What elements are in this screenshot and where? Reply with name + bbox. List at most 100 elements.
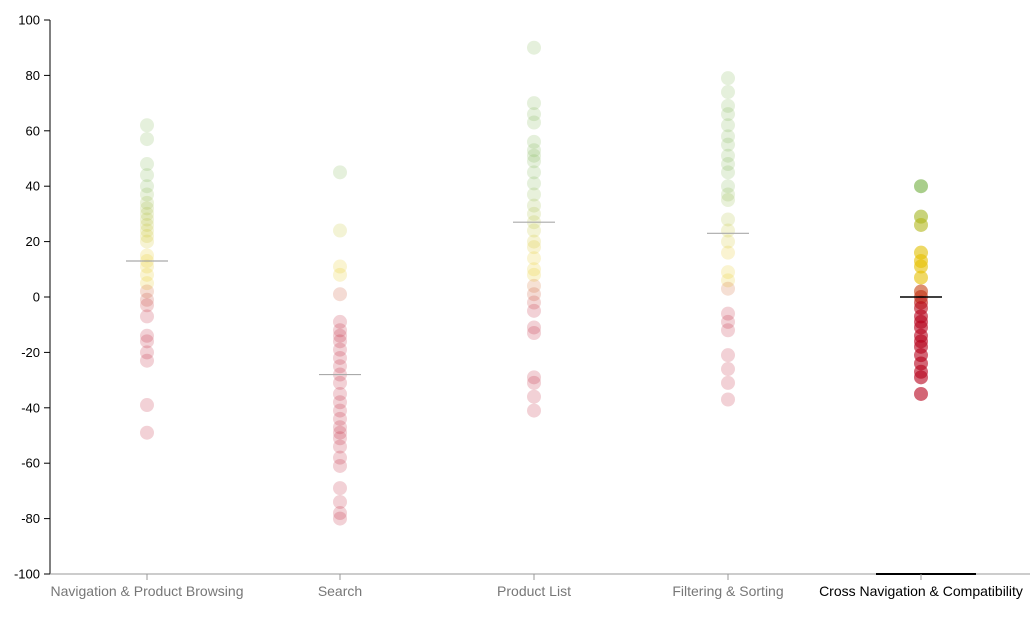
data-point[interactable] xyxy=(527,143,541,158)
data-point[interactable] xyxy=(333,420,347,435)
category-label[interactable]: Product List xyxy=(497,583,571,599)
data-point[interactable] xyxy=(140,298,154,313)
data-point[interactable] xyxy=(914,386,928,401)
data-point[interactable] xyxy=(333,425,347,440)
data-point[interactable] xyxy=(527,267,541,282)
data-point[interactable] xyxy=(527,278,541,293)
data-point[interactable] xyxy=(721,314,735,329)
data-point[interactable] xyxy=(140,345,154,360)
data-point[interactable] xyxy=(333,328,347,343)
data-point[interactable] xyxy=(527,375,541,390)
data-point[interactable] xyxy=(333,450,347,465)
data-point[interactable] xyxy=(333,395,347,410)
data-point[interactable] xyxy=(527,234,541,249)
data-point[interactable] xyxy=(721,306,735,321)
data-point[interactable] xyxy=(333,458,347,473)
data-point[interactable] xyxy=(721,179,735,194)
data-point[interactable] xyxy=(140,212,154,227)
data-point[interactable] xyxy=(721,362,735,377)
data-point[interactable] xyxy=(721,71,735,86)
data-point[interactable] xyxy=(333,359,347,374)
data-point[interactable] xyxy=(527,389,541,404)
data-point[interactable] xyxy=(527,115,541,130)
data-point[interactable] xyxy=(527,40,541,55)
category-label[interactable]: Search xyxy=(318,583,362,599)
data-point[interactable] xyxy=(140,328,154,343)
data-point[interactable] xyxy=(333,494,347,509)
data-point[interactable] xyxy=(140,168,154,183)
data-point[interactable] xyxy=(721,118,735,133)
data-point[interactable] xyxy=(333,439,347,454)
data-point[interactable] xyxy=(721,375,735,390)
data-point[interactable] xyxy=(527,107,541,122)
data-point[interactable] xyxy=(527,303,541,318)
data-point[interactable] xyxy=(140,157,154,172)
data-point[interactable] xyxy=(333,375,347,390)
data-point[interactable] xyxy=(333,411,347,426)
data-point[interactable] xyxy=(527,198,541,213)
data-point[interactable] xyxy=(333,403,347,418)
data-point[interactable] xyxy=(333,223,347,238)
data-point[interactable] xyxy=(721,323,735,338)
data-point[interactable] xyxy=(914,270,928,285)
data-point[interactable] xyxy=(333,267,347,282)
data-point[interactable] xyxy=(914,179,928,194)
data-point[interactable] xyxy=(721,392,735,407)
data-point[interactable] xyxy=(721,212,735,227)
data-point[interactable] xyxy=(914,370,928,385)
data-point[interactable] xyxy=(527,320,541,335)
data-point[interactable] xyxy=(914,217,928,232)
data-point[interactable] xyxy=(721,245,735,260)
data-point[interactable] xyxy=(140,217,154,232)
data-point[interactable] xyxy=(527,187,541,202)
data-point[interactable] xyxy=(527,287,541,302)
data-point[interactable] xyxy=(721,187,735,202)
data-point[interactable] xyxy=(721,157,735,172)
data-point[interactable] xyxy=(721,273,735,288)
data-point[interactable] xyxy=(527,96,541,111)
data-point[interactable] xyxy=(333,431,347,446)
data-point[interactable] xyxy=(333,386,347,401)
data-point[interactable] xyxy=(721,165,735,180)
data-point[interactable] xyxy=(333,342,347,357)
category-label[interactable]: Cross Navigation & Compatibility xyxy=(819,583,1023,599)
data-point[interactable] xyxy=(721,85,735,100)
data-point[interactable] xyxy=(140,179,154,194)
data-point[interactable] xyxy=(333,314,347,329)
data-point[interactable] xyxy=(721,98,735,113)
data-point[interactable] xyxy=(333,287,347,302)
data-point[interactable] xyxy=(721,223,735,238)
data-point[interactable] xyxy=(527,148,541,163)
data-point[interactable] xyxy=(140,398,154,413)
data-point[interactable] xyxy=(721,193,735,208)
data-point[interactable] xyxy=(527,240,541,255)
data-point[interactable] xyxy=(721,234,735,249)
data-point[interactable] xyxy=(140,187,154,202)
data-point[interactable] xyxy=(140,276,154,291)
data-point[interactable] xyxy=(527,176,541,191)
data-point[interactable] xyxy=(527,326,541,341)
data-point[interactable] xyxy=(721,129,735,144)
data-point[interactable] xyxy=(527,262,541,277)
data-point[interactable] xyxy=(140,206,154,221)
data-point[interactable] xyxy=(333,506,347,521)
data-point[interactable] xyxy=(333,350,347,365)
data-point[interactable] xyxy=(333,511,347,526)
data-point[interactable] xyxy=(721,348,735,363)
data-point[interactable] xyxy=(333,481,347,496)
data-point[interactable] xyxy=(721,107,735,122)
data-point[interactable] xyxy=(140,353,154,368)
data-point[interactable] xyxy=(140,132,154,147)
data-point[interactable] xyxy=(527,251,541,266)
data-point[interactable] xyxy=(527,206,541,221)
data-point[interactable] xyxy=(721,265,735,280)
data-point[interactable] xyxy=(721,148,735,163)
data-point[interactable] xyxy=(527,154,541,169)
data-point[interactable] xyxy=(140,118,154,133)
data-point[interactable] xyxy=(527,165,541,180)
data-point[interactable] xyxy=(140,425,154,440)
category-label[interactable]: Filtering & Sorting xyxy=(672,583,783,599)
data-point[interactable] xyxy=(140,284,154,299)
data-point[interactable] xyxy=(527,295,541,310)
data-point[interactable] xyxy=(140,267,154,282)
